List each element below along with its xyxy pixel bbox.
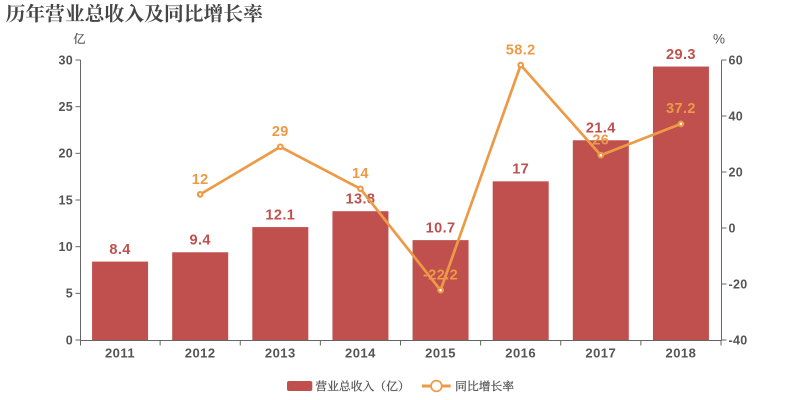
svg-text:40: 40 (729, 109, 744, 123)
svg-text:2017: 2017 (585, 345, 616, 360)
svg-text:2015: 2015 (425, 345, 456, 360)
svg-text:21.4: 21.4 (586, 121, 616, 137)
svg-text:17: 17 (512, 162, 529, 178)
svg-text:58.2: 58.2 (506, 42, 536, 58)
svg-text:%: % (713, 32, 725, 47)
svg-text:12: 12 (192, 172, 209, 188)
svg-text:-40: -40 (729, 333, 748, 347)
svg-text:60: 60 (729, 53, 744, 67)
svg-text:8.4: 8.4 (109, 242, 130, 258)
svg-text:15: 15 (58, 193, 73, 207)
svg-text:29: 29 (272, 124, 289, 140)
svg-text:0: 0 (66, 333, 73, 347)
svg-text:2012: 2012 (185, 345, 216, 360)
svg-text:13.8: 13.8 (346, 192, 376, 208)
svg-text:20: 20 (58, 147, 73, 161)
svg-text:-22.2: -22.2 (423, 268, 458, 284)
svg-text:10.7: 10.7 (426, 220, 456, 236)
svg-text:26: 26 (592, 133, 609, 149)
svg-text:5: 5 (66, 287, 73, 301)
svg-text:10: 10 (58, 240, 73, 254)
svg-text:29.3: 29.3 (666, 47, 696, 63)
svg-text:37.2: 37.2 (666, 101, 696, 117)
svg-text:2014: 2014 (345, 345, 376, 360)
svg-text:9.4: 9.4 (190, 233, 211, 249)
svg-text:14: 14 (352, 166, 369, 182)
svg-text:2016: 2016 (505, 345, 536, 360)
svg-text:2011: 2011 (105, 345, 135, 360)
svg-text:12.1: 12.1 (265, 207, 295, 223)
svg-text:2018: 2018 (665, 345, 696, 360)
svg-text:25: 25 (58, 100, 73, 114)
svg-text:2013: 2013 (265, 345, 296, 360)
svg-text:30: 30 (58, 53, 73, 67)
svg-text:0: 0 (729, 221, 736, 235)
svg-text:-20: -20 (729, 277, 748, 291)
svg-text:20: 20 (729, 165, 744, 179)
